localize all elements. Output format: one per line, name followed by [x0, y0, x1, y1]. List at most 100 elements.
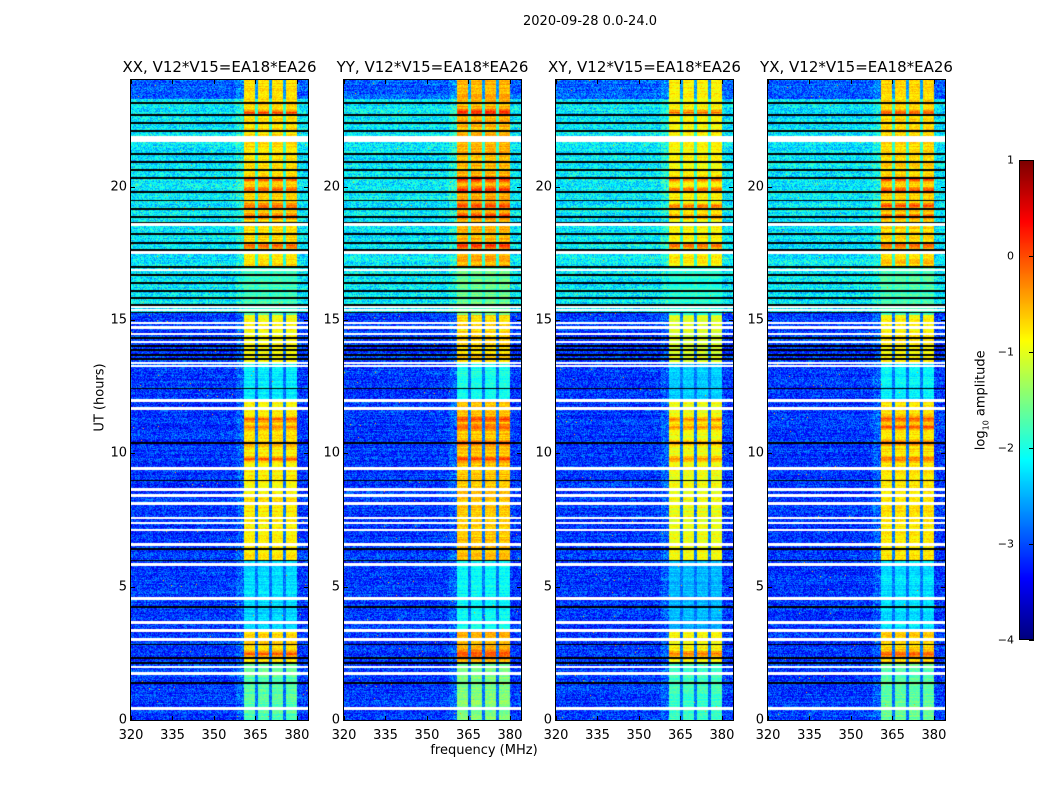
x-tick-mark	[131, 80, 132, 84]
y-tick-mark	[768, 453, 772, 455]
x-tick-mark	[509, 716, 511, 720]
y-tick-mark	[768, 720, 772, 721]
y-tick-mark	[517, 186, 521, 188]
y-tick-label: 5	[118, 579, 127, 595]
y-tick-label: 0	[331, 712, 340, 728]
heatmap-image	[768, 80, 945, 720]
colorbar-tick-label: 1	[1007, 153, 1014, 167]
y-tick-mark	[941, 320, 945, 321]
x-tick-mark	[809, 716, 811, 720]
y-tick-mark	[517, 586, 521, 588]
x-tick-mark	[172, 80, 174, 84]
y-tick-mark	[131, 720, 135, 721]
figure-title: 2020-09-28 0.0-24.0	[523, 14, 657, 29]
x-tick-mark	[768, 80, 769, 84]
y-tick-mark	[729, 720, 733, 721]
y-tick-mark	[941, 186, 945, 188]
y-axis-label: UT (hours)	[92, 363, 108, 432]
y-tick-label: 20	[747, 179, 764, 195]
colorbar-tick-label: −3	[997, 537, 1014, 551]
x-tick-mark	[255, 716, 257, 720]
x-tick-mark	[344, 80, 345, 84]
x-tick-mark	[933, 80, 935, 84]
x-tick-label: 380	[497, 728, 523, 743]
heatmap-image	[556, 80, 733, 720]
x-tick-label: 365	[243, 728, 268, 743]
panel-title: YX, V12*V15=EA18*EA26	[760, 58, 953, 76]
panel-title: YY, V12*V15=EA18*EA26	[336, 58, 529, 76]
colorbar-tick-label: −1	[997, 345, 1014, 359]
x-tick-label: 320	[755, 728, 781, 743]
y-tick-mark	[304, 720, 308, 721]
x-tick-mark	[426, 716, 428, 720]
heatmap-panel-yy: YY, V12*V15=EA18*EA26 320 335 350 365 380 0 5 10…	[323, 58, 528, 743]
y-tick-label: 5	[755, 579, 764, 595]
x-tick-mark	[385, 716, 387, 720]
x-tick-mark	[597, 80, 599, 84]
x-tick-mark	[768, 716, 769, 720]
heatmap-panel-yx: YX, V12*V15=EA18*EA26 320 335 350 365 380 0 5 10…	[747, 58, 952, 743]
y-tick-mark	[517, 320, 521, 321]
x-tick-mark	[468, 716, 470, 720]
y-tick-mark	[344, 186, 348, 188]
colorbar-tick-mark	[1029, 448, 1034, 449]
x-tick-label: 365	[880, 728, 905, 743]
heatmap-image	[344, 80, 521, 720]
y-tick-mark	[556, 720, 560, 721]
y-tick-label: 15	[535, 312, 552, 328]
x-tick-mark	[426, 80, 428, 84]
x-tick-label: 380	[284, 728, 310, 743]
y-tick-mark	[304, 186, 308, 188]
x-tick-label: 350	[414, 728, 440, 743]
colorbar-tick-mark	[1029, 640, 1034, 641]
x-tick-mark	[213, 80, 215, 84]
y-tick-mark	[941, 453, 945, 455]
colorbar-tick-label: 0	[1007, 249, 1014, 263]
x-tick-label: 380	[709, 728, 735, 743]
heatmap-panel-xy: XY, V12*V15=EA18*EA26 320 335 350 365 380 0 5 10…	[535, 58, 740, 743]
colorbar-label: log10 amplitude	[974, 330, 991, 470]
y-tick-mark	[304, 586, 308, 588]
panel-title: XY, V12*V15=EA18*EA26	[548, 58, 741, 76]
x-tick-mark	[344, 716, 345, 720]
x-tick-mark	[638, 716, 640, 720]
y-tick-mark	[517, 720, 521, 721]
x-tick-mark	[680, 716, 682, 720]
x-tick-label: 365	[668, 728, 693, 743]
colorbar-tick-mark	[1029, 160, 1034, 161]
x-axis-label: frequency (MHz)	[430, 743, 538, 758]
y-tick-mark	[131, 186, 135, 188]
y-tick-label: 5	[331, 579, 340, 595]
y-tick-mark	[304, 453, 308, 455]
x-tick-mark	[850, 716, 852, 720]
x-tick-mark	[556, 80, 557, 84]
x-tick-label: 335	[797, 728, 822, 743]
colorbar-label-subscript: 10	[981, 420, 991, 431]
y-tick-mark	[131, 586, 135, 588]
y-tick-mark	[941, 720, 945, 721]
y-tick-label: 10	[110, 445, 127, 461]
y-tick-label: 0	[118, 712, 127, 728]
y-tick-label: 0	[543, 712, 552, 728]
x-tick-label: 320	[118, 728, 144, 743]
x-tick-mark	[933, 716, 935, 720]
y-tick-mark	[729, 453, 733, 455]
x-tick-mark	[468, 80, 470, 84]
colorbar-tick-label: −4	[997, 633, 1014, 647]
panel-title: XX, V12*V15=EA18*EA26	[122, 58, 317, 76]
y-tick-mark	[729, 586, 733, 588]
x-tick-label: 350	[626, 728, 652, 743]
y-tick-label: 15	[323, 312, 340, 328]
x-tick-mark	[597, 716, 599, 720]
colorbar-tick-mark	[1029, 544, 1034, 545]
y-tick-mark	[344, 586, 348, 588]
x-tick-mark	[296, 80, 298, 84]
y-tick-mark	[131, 453, 135, 455]
y-tick-label: 0	[755, 712, 764, 728]
colorbar-tick-mark	[1029, 256, 1034, 257]
y-tick-label: 10	[535, 445, 552, 461]
colorbar-tick-mark	[1029, 352, 1034, 353]
y-tick-label: 20	[323, 179, 340, 195]
y-tick-label: 5	[543, 579, 552, 595]
y-tick-mark	[768, 586, 772, 588]
